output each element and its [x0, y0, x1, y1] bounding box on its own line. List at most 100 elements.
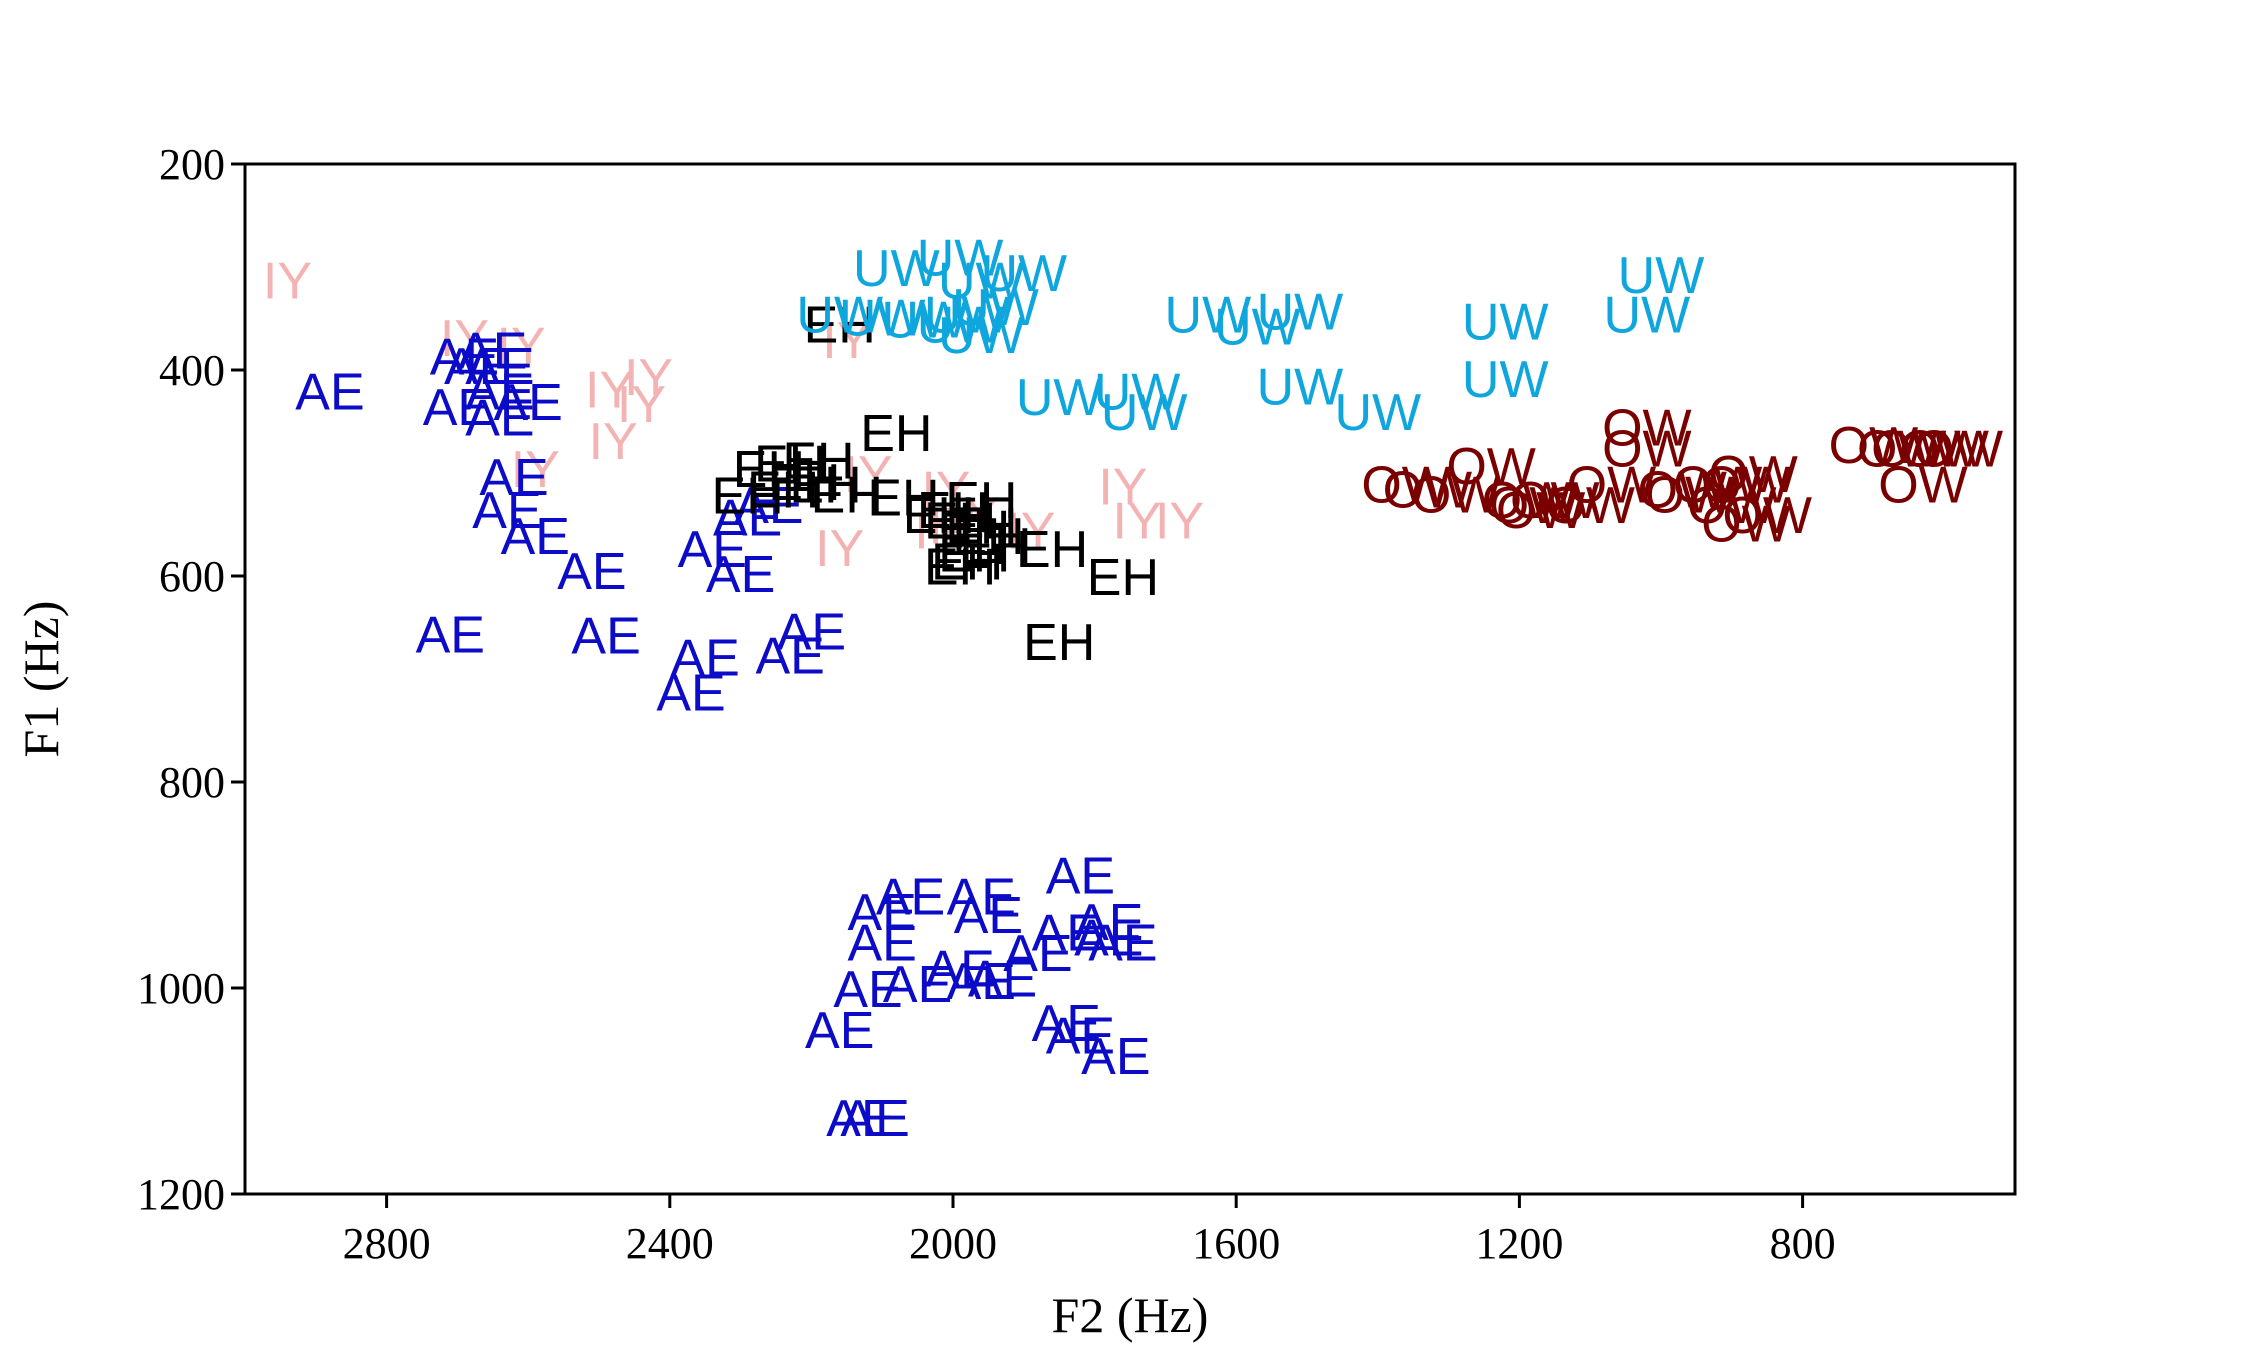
data-point-uw: UW — [1462, 294, 1549, 352]
data-point-eh: EH — [1023, 614, 1095, 672]
data-point-eh: EH — [945, 472, 1017, 530]
data-point-eh: EH — [712, 468, 784, 526]
data-point-ae: AE — [954, 887, 1023, 945]
data-point-ow: OW — [1637, 461, 1727, 519]
x-tick-label: 2400 — [626, 1219, 714, 1268]
data-point-ae: AE — [1032, 904, 1101, 962]
data-point-eh: EH — [1016, 521, 1088, 579]
data-point-ae: AE — [706, 546, 775, 604]
data-point-eh: EH — [754, 436, 826, 494]
data-point-ae: AE — [1088, 915, 1157, 973]
x-tick-label: 800 — [1770, 1219, 1836, 1268]
data-point-ae: AE — [1046, 1007, 1115, 1065]
data-point-ow: OW — [1871, 420, 1961, 478]
data-point-eh: EH — [938, 501, 1010, 559]
data-point-eh: EH — [1087, 549, 1159, 607]
x-tick-label: 1200 — [1475, 1219, 1563, 1268]
data-point-eh: EH — [924, 492, 996, 550]
data-point-ae: AE — [883, 956, 952, 1014]
data-point-eh: EH — [811, 467, 883, 525]
data-point-eh: EH — [917, 482, 989, 540]
data-point-eh: EH — [733, 441, 805, 499]
y-tick-label: 400 — [159, 346, 225, 395]
data-point-ow: OW — [1708, 446, 1798, 504]
y-tick-label: 600 — [159, 552, 225, 601]
data-point-iy: IY — [497, 317, 546, 375]
data-point-uw: UW — [924, 286, 1011, 344]
data-point-ae: AE — [1074, 910, 1143, 968]
data-point-ae: AE — [416, 607, 485, 665]
data-point-ae: AE — [656, 664, 725, 722]
y-tick-label: 800 — [159, 758, 225, 807]
data-point-ow: OW — [1701, 495, 1791, 553]
data-point-iy: IY — [843, 446, 892, 504]
data-point-ae: AE — [465, 389, 534, 447]
data-point-ae: AE — [947, 953, 1016, 1011]
data-point-iy: IY — [921, 461, 970, 519]
data-point-ae: AE — [947, 868, 1016, 926]
data-point-ow: OW — [1645, 467, 1735, 525]
data-point-ae: AE — [1074, 894, 1143, 952]
data-point-ae: AE — [968, 951, 1037, 1009]
data-point-uw: UW — [881, 292, 968, 350]
data-point-eh: EH — [959, 518, 1031, 576]
data-point-uw: UW — [1214, 299, 1301, 357]
data-point-iy: IY — [585, 362, 634, 420]
data-point-iy: IY — [1155, 492, 1204, 550]
data-point-ow: OW — [1701, 456, 1791, 514]
data-point-eh: EH — [938, 525, 1010, 583]
data-point-uw: UW — [1016, 369, 1103, 427]
data-point-uw: UW — [938, 252, 1025, 310]
data-point-ae: AE — [826, 1090, 895, 1148]
data-point-ae: AE — [472, 482, 541, 540]
data-point-ow: OW — [1545, 477, 1635, 535]
data-point-ae: AE — [423, 379, 492, 437]
y-tick-label: 200 — [159, 140, 225, 189]
data-point-ae: AE — [671, 629, 740, 687]
data-point-eh: EH — [924, 539, 996, 597]
data-point-ow: OW — [1411, 467, 1501, 525]
data-point-ae: AE — [1046, 848, 1115, 906]
data-point-uw: UW — [796, 286, 883, 344]
data-point-ae: AE — [458, 322, 527, 380]
data-point-ae: AE — [755, 627, 824, 685]
data-point-ae: AE — [295, 364, 364, 422]
data-point-iy: IY — [822, 312, 871, 370]
x-tick-label: 2800 — [343, 1219, 431, 1268]
data-point-eh: EH — [867, 470, 939, 528]
data-point-uw: UW — [1604, 286, 1691, 344]
x-tick-label: 2000 — [909, 1219, 997, 1268]
data-point-ae: AE — [805, 1002, 874, 1060]
data-point-iy: IY — [511, 441, 560, 499]
data-point-iy: IY — [1113, 492, 1162, 550]
data-point-ow: OW — [1602, 420, 1692, 478]
data-point-ae: AE — [501, 508, 570, 566]
data-point-ae: AE — [557, 543, 626, 601]
data-point-ae: AE — [777, 604, 846, 662]
plot-frame — [243, 162, 2017, 1196]
data-point-ae: AE — [479, 449, 548, 507]
data-point-uw: UW — [1165, 286, 1252, 344]
data-point-iy: IY — [624, 349, 673, 407]
data-point-uw: UW — [980, 245, 1067, 303]
data-point-iy: IY — [1006, 503, 1055, 561]
data-point-uw: UW — [1257, 283, 1344, 341]
data-point-ae: AE — [430, 329, 499, 387]
data-point-ow: OW — [1510, 472, 1600, 530]
data-point-eh: EH — [945, 498, 1017, 556]
data-point-ae: AE — [925, 940, 994, 998]
data-point-iy: IY — [1098, 458, 1147, 516]
data-point-ow: OW — [1567, 456, 1657, 514]
data-point-ae: AE — [848, 915, 917, 973]
data-point-eh: EH — [768, 454, 840, 512]
data-point-eh: EH — [931, 534, 1003, 592]
data-point-ae: AE — [876, 868, 945, 926]
data-point-eh: EH — [903, 487, 975, 545]
data-point-uw: UW — [1094, 364, 1181, 422]
data-point-eh: EH — [747, 461, 819, 519]
x-tick-label: 1600 — [1192, 1219, 1280, 1268]
data-point-ow: OW — [1489, 477, 1579, 535]
data-point-ae: AE — [713, 489, 782, 547]
data-point-eh: EH — [952, 508, 1024, 566]
